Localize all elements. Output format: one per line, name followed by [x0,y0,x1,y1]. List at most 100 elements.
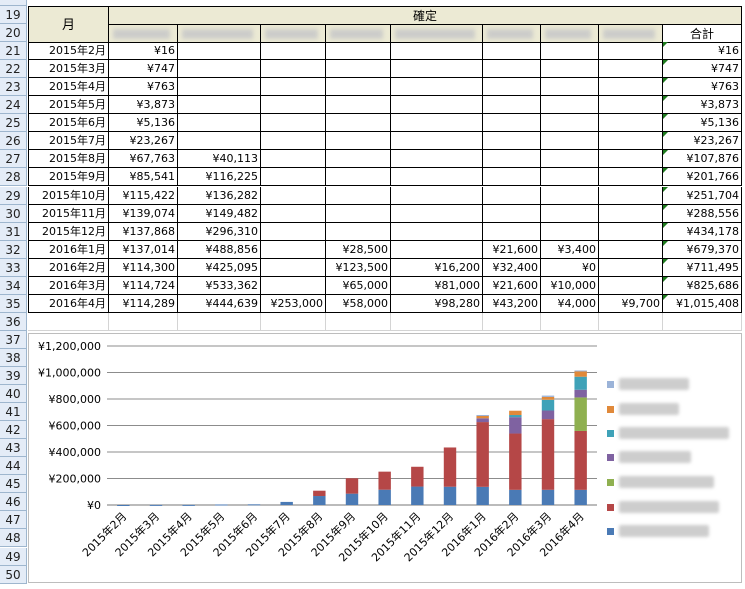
value-cell[interactable]: ¥16 [109,42,178,61]
value-cell[interactable] [541,222,599,241]
value-cell[interactable]: ¥253,000 [261,294,326,313]
value-cell[interactable] [599,150,663,169]
total-cell[interactable]: ¥711,495 [663,258,742,277]
value-cell[interactable]: ¥137,014 [109,240,178,259]
value-cell[interactable]: ¥23,267 [109,132,178,151]
category-header-6[interactable] [483,25,541,43]
total-cell[interactable]: ¥251,704 [663,186,742,205]
value-cell[interactable]: ¥444,639 [178,294,261,313]
value-cell[interactable] [178,132,261,151]
value-cell[interactable]: ¥425,095 [178,258,261,277]
value-cell[interactable] [599,258,663,277]
row-header-37[interactable]: 37 [0,330,27,349]
row-header-35[interactable]: 35 [0,294,27,313]
row-header-23[interactable]: 23 [0,78,27,97]
stacked-bar-chart[interactable]: ¥0 ¥200,000 ¥400,000 ¥600,000 ¥800,000 ¥1,000… [28,333,742,583]
row-header-22[interactable]: 22 [0,60,27,79]
total-cell[interactable]: ¥825,686 [663,276,742,295]
month-cell[interactable]: 2015年12月 [28,222,109,241]
value-cell[interactable] [391,78,483,97]
value-cell[interactable] [261,222,326,241]
value-cell[interactable]: ¥21,600 [483,276,541,295]
value-cell[interactable] [541,204,599,223]
value-cell[interactable] [599,168,663,187]
value-cell[interactable] [599,186,663,205]
confirmed-header-cell[interactable]: 確定 [109,6,742,25]
total-cell[interactable]: ¥5,136 [663,114,742,133]
row-header-39[interactable]: 39 [0,367,27,386]
empty-cell[interactable] [541,312,599,331]
row-header-20[interactable]: 20 [0,24,27,43]
value-cell[interactable]: ¥114,300 [109,258,178,277]
category-header-1[interactable] [109,25,178,43]
value-cell[interactable]: ¥747 [109,60,178,79]
value-cell[interactable] [326,186,391,205]
category-header-4[interactable] [326,25,391,43]
row-header-48[interactable]: 48 [0,529,27,548]
value-cell[interactable] [541,150,599,169]
value-cell[interactable] [261,186,326,205]
value-cell[interactable] [326,150,391,169]
value-cell[interactable] [261,60,326,79]
value-cell[interactable]: ¥136,282 [178,186,261,205]
value-cell[interactable] [261,96,326,115]
value-cell[interactable] [483,150,541,169]
value-cell[interactable] [599,204,663,223]
value-cell[interactable] [541,60,599,79]
row-header-34[interactable]: 34 [0,276,27,295]
row-header-31[interactable]: 31 [0,222,27,241]
value-cell[interactable] [391,222,483,241]
row-header-24[interactable]: 24 [0,96,27,115]
row-header-32[interactable]: 32 [0,240,27,259]
value-cell[interactable] [599,78,663,97]
value-cell[interactable] [483,60,541,79]
value-cell[interactable]: ¥114,289 [109,294,178,313]
value-cell[interactable] [599,240,663,259]
value-cell[interactable] [483,78,541,97]
value-cell[interactable] [261,132,326,151]
month-cell[interactable]: 2015年11月 [28,204,109,223]
value-cell[interactable] [178,60,261,79]
category-header-7[interactable] [541,25,599,43]
total-cell[interactable]: ¥434,178 [663,222,742,241]
value-cell[interactable]: ¥139,074 [109,204,178,223]
value-cell[interactable]: ¥98,280 [391,294,483,313]
value-cell[interactable] [391,168,483,187]
value-cell[interactable] [326,132,391,151]
value-cell[interactable] [261,204,326,223]
empty-cell[interactable] [483,312,541,331]
row-header-29[interactable]: 29 [0,186,27,205]
total-cell[interactable]: ¥3,873 [663,96,742,115]
category-header-3[interactable] [261,25,326,43]
value-cell[interactable]: ¥28,500 [326,240,391,259]
value-cell[interactable]: ¥115,422 [109,186,178,205]
value-cell[interactable]: ¥296,310 [178,222,261,241]
value-cell[interactable] [541,186,599,205]
value-cell[interactable]: ¥58,000 [326,294,391,313]
value-cell[interactable] [483,168,541,187]
value-cell[interactable]: ¥123,500 [326,258,391,277]
value-cell[interactable] [261,240,326,259]
total-cell[interactable]: ¥107,876 [663,150,742,169]
value-cell[interactable] [391,186,483,205]
empty-cell[interactable] [391,312,483,331]
empty-cell[interactable] [663,312,742,331]
category-header-2[interactable] [178,25,261,43]
value-cell[interactable]: ¥40,113 [178,150,261,169]
empty-cell[interactable] [28,312,109,331]
value-cell[interactable]: ¥81,000 [391,276,483,295]
value-cell[interactable] [261,114,326,133]
month-cell[interactable]: 2015年5月 [28,96,109,115]
month-cell[interactable]: 2016年2月 [28,258,109,277]
value-cell[interactable] [326,204,391,223]
value-cell[interactable] [261,150,326,169]
empty-cell[interactable] [109,312,178,331]
value-cell[interactable] [541,168,599,187]
month-header-cell[interactable]: 月 [28,6,109,43]
value-cell[interactable]: ¥149,482 [178,204,261,223]
row-header-28[interactable]: 28 [0,168,27,187]
total-cell[interactable]: ¥201,766 [663,168,742,187]
row-header-47[interactable]: 47 [0,511,27,530]
row-header-26[interactable]: 26 [0,132,27,151]
value-cell[interactable] [261,78,326,97]
